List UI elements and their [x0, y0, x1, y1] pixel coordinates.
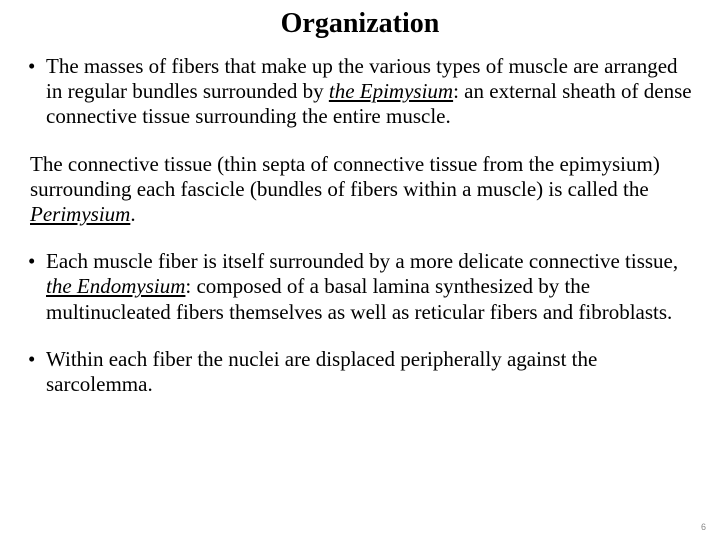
text-run: .: [130, 202, 135, 226]
bullet-item: • The masses of fibers that make up the …: [28, 54, 692, 130]
bullet-dot: •: [28, 249, 46, 325]
term-perimysium: Perimysium: [30, 202, 130, 226]
text-run: Each muscle fiber is itself surrounded b…: [46, 249, 678, 273]
page-title: Organization: [28, 8, 692, 40]
bullet-item: • Each muscle fiber is itself surrounded…: [28, 249, 692, 325]
page-number: 6: [701, 522, 706, 532]
term-epimysium: the Epimysium: [329, 79, 453, 103]
bullet-text: Each muscle fiber is itself surrounded b…: [46, 249, 692, 325]
bullet-dot: •: [28, 347, 46, 397]
bullet-text: Within each fiber the nuclei are displac…: [46, 347, 692, 397]
slide: Organization • The masses of fibers that…: [0, 0, 720, 540]
bullet-dot: •: [28, 54, 46, 130]
bullet-text: The masses of fibers that make up the va…: [46, 54, 692, 130]
term-endomysium: the Endomysium: [46, 274, 185, 298]
bullet-item: • Within each fiber the nuclei are displ…: [28, 347, 692, 397]
text-run: The connective tissue (thin septa of con…: [30, 152, 660, 201]
paragraph: The connective tissue (thin septa of con…: [28, 152, 692, 228]
